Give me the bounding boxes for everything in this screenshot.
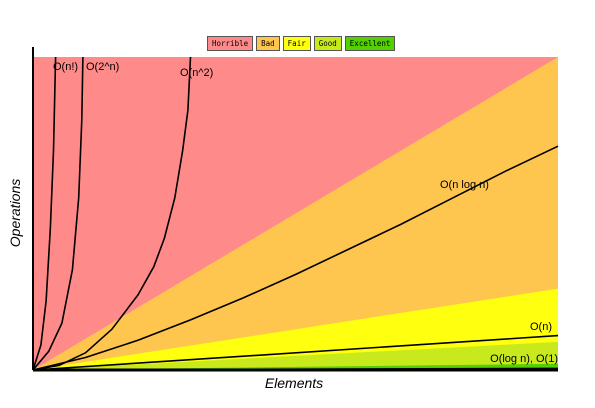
region-bad bbox=[33, 57, 558, 370]
curve-o-n-2 bbox=[32, 56, 192, 371]
label-o-n: O(n) bbox=[530, 321, 552, 333]
legend-fair: Fair bbox=[282, 36, 311, 51]
legend-excellent: Excellent bbox=[344, 36, 396, 51]
curve-o-n bbox=[32, 334, 559, 371]
curve-o-n-log-n bbox=[32, 145, 559, 371]
legend-horrible: Horrible bbox=[207, 36, 254, 51]
label-o-2-n: O(2^n) bbox=[86, 61, 119, 73]
region-good bbox=[33, 341, 558, 370]
legend-good: Good bbox=[313, 36, 342, 51]
x-axis-title: Elements bbox=[265, 375, 323, 391]
legend-bad: Bad bbox=[256, 36, 280, 51]
curve-o-2-n bbox=[32, 56, 84, 371]
label-o-log-n-o-1: O(log n), O(1) bbox=[490, 353, 558, 365]
legend: Horrible Bad Fair Good Excellent bbox=[207, 36, 396, 51]
label-o-n-log-n: O(n log n) bbox=[440, 179, 489, 191]
y-axis-title: Operations bbox=[7, 179, 23, 247]
label-o-n-2: O(n^2) bbox=[180, 67, 213, 79]
label-o-n: O(n!) bbox=[53, 61, 78, 73]
curve-o-n bbox=[32, 56, 57, 371]
curve-label-layer: O(n!) O(2^n) O(n^2) O(n log n) O(n) O(log n),… bbox=[53, 61, 558, 365]
region-layer bbox=[33, 57, 558, 370]
